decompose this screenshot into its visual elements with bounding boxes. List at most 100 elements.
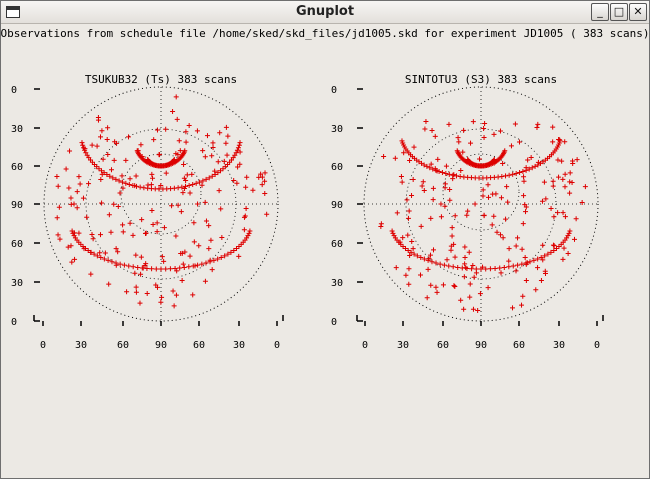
scan-point [519, 261, 525, 267]
scan-point [411, 251, 417, 257]
scan-point [477, 156, 483, 162]
scan-point [102, 250, 108, 256]
scan-point [475, 307, 481, 313]
scan-point [113, 176, 119, 182]
scan-point [424, 163, 430, 169]
scan-point [107, 173, 113, 179]
scan-point [133, 173, 139, 179]
scan-point [482, 120, 488, 126]
scan-point [508, 143, 514, 149]
scan-point [110, 175, 116, 181]
scan-point [480, 193, 486, 199]
scan-point [535, 162, 541, 168]
scan-point [184, 172, 190, 178]
scan-point [126, 134, 132, 140]
scan-point [121, 262, 127, 268]
scan-point [528, 155, 534, 161]
scan-point [401, 150, 407, 156]
y-tick-label: 60 [331, 162, 343, 173]
scan-point [76, 230, 82, 236]
scan-point [466, 249, 472, 255]
scan-point [262, 170, 268, 176]
scan-point [195, 201, 201, 207]
scan-point [177, 265, 183, 271]
minimize-button[interactable]: _ [591, 3, 609, 21]
scan-point [513, 243, 519, 249]
scan-point [501, 264, 507, 270]
scan-point [418, 254, 424, 260]
scan-point [521, 178, 527, 184]
scan-point [149, 208, 155, 214]
scan-point [582, 184, 588, 190]
scan-point [465, 208, 471, 214]
y-tick-label: 60 [11, 162, 23, 173]
y-tick-label: 0 [11, 317, 17, 328]
scan-point [139, 217, 145, 223]
y-tick-label: 30 [11, 124, 23, 135]
scan-point [179, 278, 185, 284]
close-button[interactable]: ✕ [629, 3, 647, 21]
scan-point [194, 128, 200, 134]
scan-point [446, 171, 452, 177]
x-tick-label: 90 [155, 340, 167, 351]
scan-point [427, 165, 433, 171]
scan-point [494, 229, 500, 235]
maximize-button[interactable]: □ [610, 3, 628, 21]
scan-point [79, 140, 85, 146]
scan-point [190, 182, 196, 187]
scan-point [550, 124, 556, 130]
scan-point [574, 157, 580, 163]
scan-point [264, 211, 270, 217]
panel-title: TSUKUB32 (Ts) 383 scans [85, 73, 237, 86]
scan-point [150, 175, 156, 181]
plot-heading: Observations from schedule file /home/sk… [1, 27, 649, 40]
window-menu-icon[interactable] [6, 6, 20, 18]
scan-point [153, 282, 159, 288]
scan-point [115, 249, 121, 255]
scan-point [217, 130, 223, 136]
scan-point [542, 268, 548, 274]
scan-point [469, 266, 475, 272]
y-tick-label: 90 [331, 200, 343, 211]
scan-point [123, 157, 129, 163]
scan-point [450, 176, 456, 182]
scan-point [440, 282, 446, 288]
scan-point [217, 168, 223, 174]
x-tick-label: 0 [362, 340, 368, 351]
scan-point [174, 116, 180, 122]
scan-point [417, 272, 423, 278]
scan-point [519, 246, 525, 252]
scan-point [123, 180, 129, 186]
scan-point [222, 253, 228, 259]
scan-point [510, 171, 516, 177]
scan-point [433, 260, 439, 266]
scan-point [565, 251, 571, 257]
x-tick-label: 90 [475, 340, 487, 351]
scan-point [204, 133, 210, 139]
scan-point [539, 198, 545, 204]
scan-point [438, 214, 444, 220]
scan-point [394, 210, 400, 216]
scan-point [163, 126, 169, 132]
title-bar[interactable]: Gnuplot _ □ ✕ [1, 1, 649, 24]
scan-point [138, 271, 144, 277]
scan-point [111, 201, 117, 207]
scan-point [421, 256, 427, 262]
scan-point [139, 153, 145, 159]
scan-point [159, 294, 165, 300]
scan-point [97, 232, 103, 238]
plot-canvas: Observations from schedule file /home/sk… [1, 27, 649, 351]
scan-point [105, 257, 111, 263]
scan-point [156, 186, 162, 192]
scan-point [512, 121, 518, 127]
scan-point [462, 261, 468, 267]
scan-point [441, 262, 447, 268]
x-tick-label: 30 [397, 340, 409, 351]
scan-point [410, 246, 416, 252]
scan-point [216, 188, 222, 194]
scan-point [57, 236, 63, 242]
scan-point [419, 183, 425, 189]
scan-point [82, 146, 88, 152]
elevation-circle [120, 153, 202, 235]
scan-point [542, 253, 548, 259]
